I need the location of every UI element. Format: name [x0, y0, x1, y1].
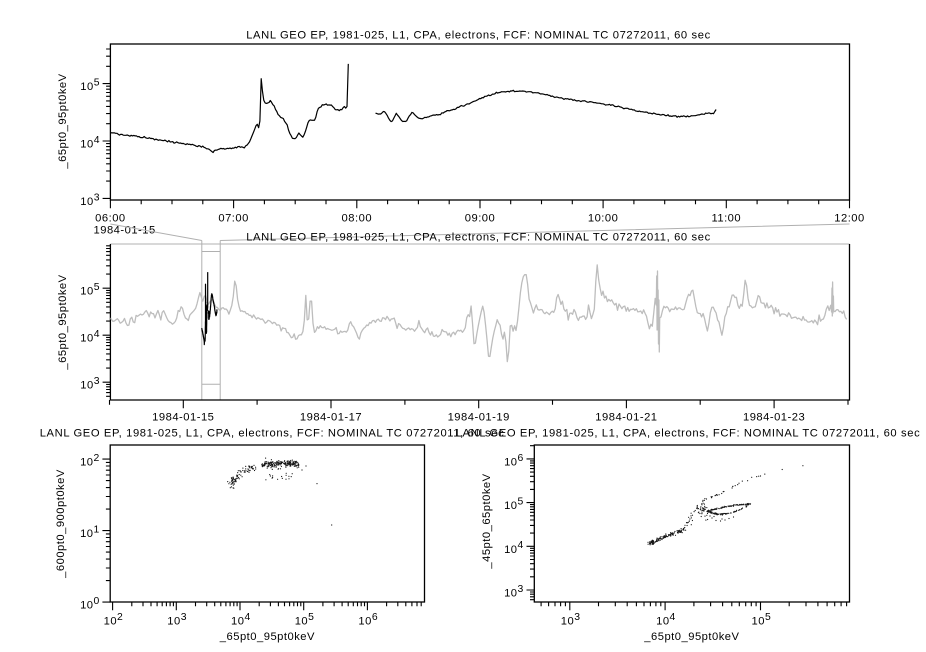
svg-text:1984-01-15: 1984-01-15	[94, 225, 156, 237]
svg-text:09:00: 09:00	[465, 213, 496, 225]
svg-text:08:00: 08:00	[342, 213, 373, 225]
svg-text:_65pt0_95pt0keV: _65pt0_95pt0keV	[57, 73, 69, 169]
svg-text:LANL GEO EP, 1981-025, L1, CPA: LANL GEO EP, 1981-025, L1, CPA, electron…	[246, 30, 711, 42]
svg-text:_600pt0_900pt0keV: _600pt0_900pt0keV	[55, 469, 67, 579]
svg-text:1984-01-15: 1984-01-15	[152, 412, 214, 424]
svg-text:07:00: 07:00	[218, 213, 249, 225]
svg-text:1984-01-23: 1984-01-23	[743, 412, 805, 424]
svg-text:1984-01-19: 1984-01-19	[448, 412, 510, 424]
svg-text:_65pt0_95pt0keV: _65pt0_95pt0keV	[219, 631, 315, 643]
svg-text:10:00: 10:00	[588, 213, 619, 225]
svg-text:LANL GEO EP, 1981-025, L1, CPA: LANL GEO EP, 1981-025, L1, CPA, electron…	[246, 231, 711, 243]
svg-text:LANL GEO EP, 1981-025, L1, CPA: LANL GEO EP, 1981-025, L1, CPA, electron…	[40, 427, 505, 439]
svg-text:1984-01-21: 1984-01-21	[595, 412, 657, 424]
svg-text:06:00: 06:00	[95, 213, 126, 225]
svg-text:_65pt0_95pt0keV: _65pt0_95pt0keV	[643, 631, 739, 643]
svg-text:11:00: 11:00	[711, 213, 741, 225]
svg-text:12:00: 12:00	[834, 213, 865, 225]
svg-text:_65pt0_95pt0keV: _65pt0_95pt0keV	[57, 274, 69, 370]
svg-text:LANL GEO EP, 1981-025, L1, CPA: LANL GEO EP, 1981-025, L1, CPA, electron…	[456, 427, 921, 439]
svg-text:1984-01-17: 1984-01-17	[300, 412, 362, 424]
svg-text:_45pt0_65pt0keV: _45pt0_65pt0keV	[481, 473, 493, 569]
